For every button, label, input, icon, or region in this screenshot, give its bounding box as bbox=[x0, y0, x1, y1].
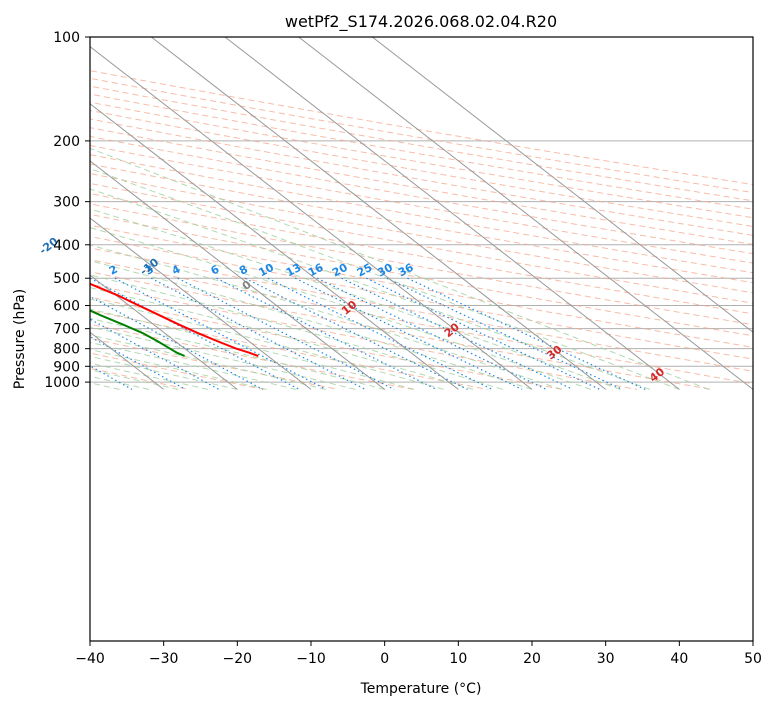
isotherms bbox=[90, 37, 753, 390]
y-tick-label: 500 bbox=[53, 271, 80, 287]
dry-adiabat bbox=[90, 85, 753, 202]
plot-background bbox=[90, 37, 753, 641]
isotherm bbox=[90, 160, 385, 390]
isotherm bbox=[90, 217, 312, 390]
mixing-ratio-label: 20 bbox=[330, 261, 350, 280]
moist-adiabat bbox=[90, 362, 209, 390]
moist-adiabat bbox=[90, 287, 474, 390]
x-tick-label: −20 bbox=[223, 651, 253, 667]
y-tick-label: 100 bbox=[53, 30, 80, 46]
dry-adiabat bbox=[90, 283, 638, 390]
moist-adiabat bbox=[90, 188, 651, 390]
y-axis-title: Pressure (hPa) bbox=[12, 289, 28, 389]
moist-adiabat bbox=[90, 355, 238, 390]
isotherm bbox=[224, 37, 680, 390]
mixing-ratio-line bbox=[90, 335, 187, 390]
y-tick-label: 1000 bbox=[44, 375, 80, 391]
isotherm bbox=[90, 45, 533, 390]
x-tick-label: −30 bbox=[149, 651, 179, 667]
mixing-ratio-label: 36 bbox=[396, 261, 416, 280]
mixing-ratio-line bbox=[366, 277, 601, 390]
mixing-ratio-line bbox=[90, 365, 133, 390]
x-tick-label: 20 bbox=[523, 651, 541, 667]
moist-adiabat bbox=[90, 349, 267, 390]
mixing-ratio-label: 30 bbox=[375, 261, 395, 280]
mixing-ratio-line bbox=[317, 277, 547, 390]
moist-adiabat bbox=[90, 168, 680, 390]
dry-adiabat bbox=[90, 101, 753, 219]
mixing-ratio-line bbox=[177, 277, 395, 390]
dry-adiabats bbox=[90, 70, 753, 390]
y-tick-label: 900 bbox=[53, 359, 80, 375]
isotherm bbox=[298, 37, 753, 390]
profile-series bbox=[90, 282, 259, 357]
mixing-ratio-line bbox=[90, 318, 220, 390]
moist-adiabat bbox=[90, 308, 415, 390]
dry-adiabat bbox=[90, 296, 563, 390]
x-axis: −40 −30 −20 −10 0 10 20 30 40 50 bbox=[75, 641, 762, 667]
y-tick-label: 300 bbox=[53, 195, 80, 211]
dry-adiabat bbox=[90, 127, 753, 245]
moist-adiabat bbox=[90, 317, 385, 390]
mixing-ratio-line bbox=[90, 277, 300, 390]
dry-adiabat bbox=[90, 235, 753, 360]
x-tick-label: −40 bbox=[75, 651, 105, 667]
dry-adiabat bbox=[90, 192, 753, 315]
moist-adiabat bbox=[90, 244, 562, 390]
x-axis-title: Temperature (°C) bbox=[360, 681, 482, 697]
dry-adiabat bbox=[90, 247, 753, 372]
dry-adiabat bbox=[90, 352, 264, 390]
x-tick-label: −10 bbox=[296, 651, 326, 667]
temperature-line bbox=[90, 282, 259, 357]
moist-adiabat bbox=[90, 208, 621, 390]
dry-adiabat bbox=[90, 77, 753, 194]
y-tick-label: 400 bbox=[53, 238, 80, 254]
isotherm bbox=[371, 37, 753, 333]
mixing-ratio-label: 25 bbox=[355, 261, 375, 280]
y-tick-label: 700 bbox=[53, 322, 80, 338]
x-tick-label: 30 bbox=[597, 651, 615, 667]
mixing-ratio-label: 13 bbox=[284, 261, 304, 280]
mixing-ratio-line bbox=[216, 277, 437, 390]
y-tick-label: 200 bbox=[53, 134, 80, 150]
plot-frame bbox=[89, 36, 754, 642]
moist-adiabat bbox=[90, 298, 444, 390]
x-tick-label: 40 bbox=[670, 651, 688, 667]
dry-adiabat bbox=[90, 154, 753, 274]
dry-adiabat bbox=[90, 271, 712, 390]
y-tick-label: 600 bbox=[53, 299, 80, 315]
y-tick-label: 800 bbox=[53, 342, 80, 358]
mixing-ratio-line bbox=[114, 277, 327, 390]
isotherm bbox=[150, 37, 606, 390]
isotherm bbox=[90, 103, 459, 390]
chart-title: wetPf2_S174.2026.068.02.04.R20 bbox=[285, 12, 557, 32]
dry-adiabat bbox=[90, 135, 753, 255]
mixing-ratio-line bbox=[294, 277, 523, 390]
x-tick-label: 0 bbox=[380, 651, 389, 667]
dry-adiabat bbox=[90, 144, 753, 264]
isotherm bbox=[90, 274, 238, 390]
mixing-ratio-label: 10 bbox=[256, 261, 276, 280]
mixing-ratio-label: 16 bbox=[306, 261, 326, 280]
x-tick-label: 10 bbox=[449, 651, 467, 667]
pressure-gridlines bbox=[90, 37, 753, 383]
dry-adiabat bbox=[90, 213, 753, 337]
x-tick-label: 50 bbox=[744, 651, 762, 667]
mixing-ratio-line bbox=[150, 277, 366, 390]
dry-adiabat bbox=[90, 309, 488, 390]
dewpoint-line bbox=[90, 309, 185, 357]
dry-adiabat bbox=[90, 93, 753, 210]
